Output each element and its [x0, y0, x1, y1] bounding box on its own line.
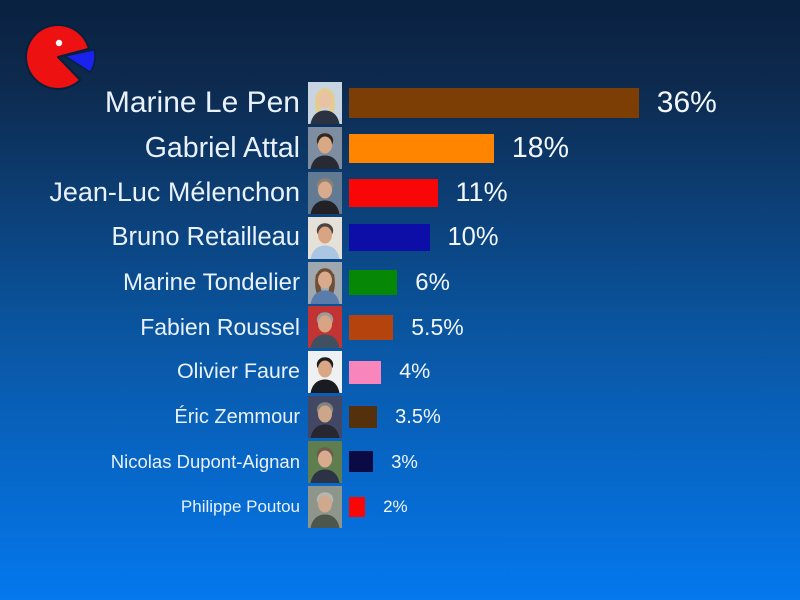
photo-shoulders [310, 200, 340, 214]
candidate-photo [308, 171, 342, 214]
result-bar [349, 270, 398, 296]
candidate-row: Marine Tondelier 6% [0, 260, 800, 305]
photo-shoulders [310, 245, 340, 259]
candidate-photo [308, 82, 342, 125]
photo-face [318, 271, 332, 289]
candidate-photo [308, 261, 342, 304]
result-bar [349, 496, 366, 517]
result-percentage: 18% [511, 131, 569, 164]
photo-shoulders [310, 424, 340, 438]
photo-shoulders [310, 110, 340, 125]
result-percentage: 6% [415, 268, 450, 296]
candidate-rows: Marine Le Pen 36% Gabriel Attal 18% Jean… [0, 81, 800, 529]
result-bar [349, 405, 378, 428]
pie-dot [55, 39, 63, 47]
result-percentage: 36% [656, 86, 717, 120]
candidate-row: Fabien Roussel 5.5% [0, 305, 800, 350]
result-percentage: 4% [399, 359, 431, 384]
photo-face [318, 405, 332, 423]
candidate-row: Philippe Poutou 2% [0, 484, 800, 529]
photo-shoulders [310, 290, 340, 304]
candidate-name: Nicolas Dupont-Aignan [110, 450, 300, 472]
result-bar [349, 314, 394, 340]
photo-shoulders [310, 155, 340, 170]
candidate-photo [308, 216, 342, 259]
photo-face [318, 360, 332, 378]
photo-face [318, 495, 332, 513]
result-bar [349, 178, 438, 207]
candidate-name: Bruno Retailleau [111, 223, 300, 252]
candidate-name: Philippe Poutou [180, 497, 300, 517]
pie-slice-shape [64, 49, 96, 74]
photo-face [318, 315, 332, 333]
candidate-name: Éric Zemmour [174, 405, 300, 428]
candidate-row: Jean-Luc Mélenchon 11% [0, 171, 800, 216]
candidate-photo [308, 395, 342, 438]
candidate-name: Olivier Faure [176, 359, 300, 384]
candidate-name: Marine Tondelier [123, 268, 300, 296]
photo-face [318, 136, 332, 154]
candidate-photo [308, 351, 342, 394]
result-bar [349, 88, 639, 119]
pie-chart-logo [24, 23, 96, 90]
result-bar [349, 133, 494, 163]
candidate-name: Marine Le Pen [104, 86, 300, 120]
candidate-name: Jean-Luc Mélenchon [49, 177, 300, 208]
result-percentage: 10% [447, 223, 499, 252]
result-percentage: 3% [391, 450, 418, 472]
result-percentage: 2% [383, 497, 408, 517]
candidate-name: Fabien Roussel [140, 313, 300, 340]
candidate-name: Gabriel Attal [144, 131, 300, 164]
candidate-row: Olivier Faure 4% [0, 350, 800, 395]
candidate-row: Gabriel Attal 18% [0, 126, 800, 171]
photo-shoulders [310, 469, 340, 483]
photo-face [318, 181, 332, 199]
photo-face [318, 226, 332, 244]
candidate-photo [308, 127, 342, 170]
candidate-photo [308, 485, 342, 528]
photo-shoulders [310, 334, 340, 349]
photo-face [318, 91, 332, 109]
candidate-row: Nicolas Dupont-Aignan 3% [0, 439, 800, 484]
photo-face [318, 450, 332, 468]
candidate-row: Éric Zemmour 3.5% [0, 395, 800, 440]
result-percentage: 11% [455, 177, 508, 208]
candidate-row: Marine Le Pen 36% [0, 81, 800, 126]
result-percentage: 5.5% [411, 313, 464, 340]
result-bar [349, 360, 382, 384]
photo-shoulders [310, 379, 340, 394]
candidate-photo [308, 440, 342, 483]
photo-shoulders [310, 514, 340, 528]
candidate-row: Bruno Retailleau 10% [0, 215, 800, 260]
result-bar [349, 224, 430, 252]
result-bar [349, 451, 374, 473]
candidate-photo [308, 306, 342, 349]
pie-body-shape [24, 23, 90, 90]
result-percentage: 3.5% [395, 405, 441, 428]
